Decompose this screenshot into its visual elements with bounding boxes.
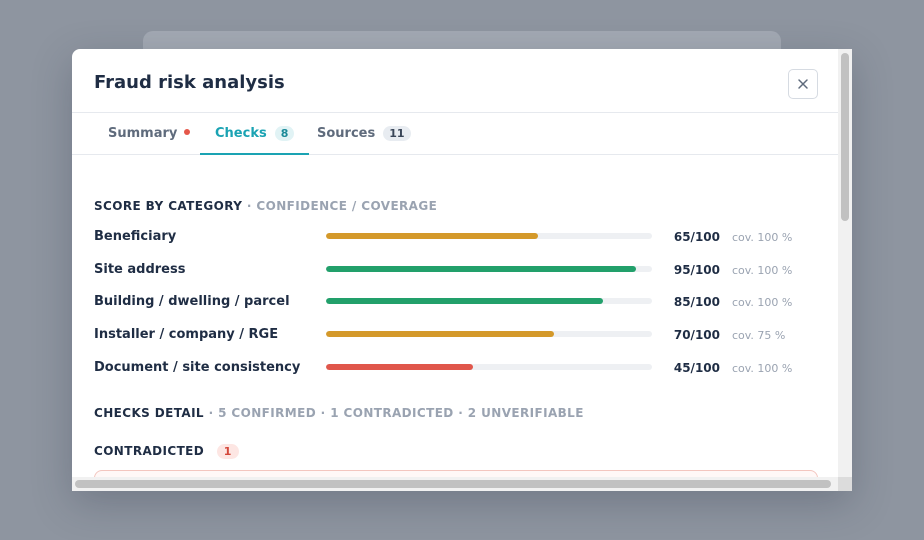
score-heading-text: SCORE BY CATEGORY	[94, 199, 243, 213]
tab-count-badge: 11	[383, 126, 411, 141]
coverage-value: cov. 100 %	[732, 264, 793, 277]
tab-summary[interactable]: Summary	[108, 113, 191, 154]
score-bar-fill	[326, 364, 473, 370]
score-row-label: Installer / company / RGE	[94, 327, 279, 342]
contradicted-heading-text: CONTRADICTED	[94, 444, 205, 458]
score-row-document-consistency: Document / site consistency 45/100 cov. …	[94, 358, 818, 378]
vertical-scroll-thumb[interactable]	[841, 53, 849, 221]
tab-count-badge: 8	[274, 126, 295, 141]
score-row-label: Site address	[94, 262, 186, 277]
coverage-value: cov. 100 %	[732, 296, 793, 309]
checks-heading-text: CHECKS DETAIL	[94, 406, 204, 420]
modal-title: Fraud risk analysis	[94, 72, 285, 93]
vertical-scrollbar[interactable]	[838, 49, 852, 491]
score-bar-track	[326, 298, 652, 304]
fraud-risk-modal: Fraud risk analysis Summary Checks 8 Sou…	[72, 49, 852, 491]
tab-checks[interactable]: Checks 8	[200, 113, 310, 155]
score-row-label: Document / site consistency	[94, 360, 301, 375]
score-value: 95/100	[673, 263, 720, 277]
tab-label: Summary	[108, 126, 178, 141]
horizontal-scroll-thumb[interactable]	[75, 480, 831, 488]
contradicted-count-badge: 1	[216, 444, 239, 459]
score-row-installer: Installer / company / RGE 70/100 cov. 75…	[94, 325, 818, 345]
coverage-value: cov. 100 %	[732, 231, 793, 244]
score-row-building: Building / dwelling / parcel 85/100 cov.…	[94, 292, 818, 312]
coverage-value: cov. 75 %	[732, 329, 786, 342]
score-bar-fill	[326, 233, 538, 239]
score-row-label: Beneficiary	[94, 229, 177, 244]
close-button[interactable]	[788, 69, 818, 99]
score-section-heading: SCORE BY CATEGORY · CONFIDENCE / COVERAG…	[94, 199, 437, 213]
close-icon	[798, 79, 808, 89]
horizontal-scrollbar[interactable]	[72, 477, 838, 491]
score-value: 45/100	[673, 361, 720, 375]
score-bar-fill	[326, 298, 604, 304]
score-value: 85/100	[673, 295, 720, 309]
coverage-value: cov. 100 %	[732, 362, 793, 375]
alert-dot-icon	[184, 128, 191, 135]
tab-sources[interactable]: Sources 11	[317, 113, 411, 154]
score-row-label: Building / dwelling / parcel	[94, 294, 290, 309]
score-bar-fill	[326, 266, 636, 272]
checks-section-heading: CHECKS DETAIL · 5 CONFIRMED · 1 CONTRADI…	[94, 406, 584, 420]
checks-heading-sub: · 5 CONFIRMED · 1 CONTRADICTED · 2 UNVER…	[208, 406, 584, 420]
scrollbar-corner	[838, 477, 852, 491]
tab-label: Checks	[215, 126, 267, 141]
modal-header: Fraud risk analysis	[72, 49, 838, 113]
score-bar-track	[326, 364, 652, 370]
score-bar-fill	[326, 331, 555, 337]
score-row-site-address: Site address 95/100 cov. 100 %	[94, 260, 818, 280]
score-bar-track	[326, 331, 652, 337]
score-heading-sub: · CONFIDENCE / COVERAGE	[246, 199, 438, 213]
score-value: 70/100	[673, 328, 720, 342]
score-bar-track	[326, 266, 652, 272]
contradicted-heading: CONTRADICTED 1	[94, 444, 239, 459]
tab-label: Sources	[317, 126, 376, 141]
score-value: 65/100	[673, 230, 720, 244]
tab-bar: Summary Checks 8 Sources 11	[72, 113, 838, 155]
score-row-beneficiary: Beneficiary 65/100 cov. 100 %	[94, 227, 818, 247]
score-bar-track	[326, 233, 652, 239]
